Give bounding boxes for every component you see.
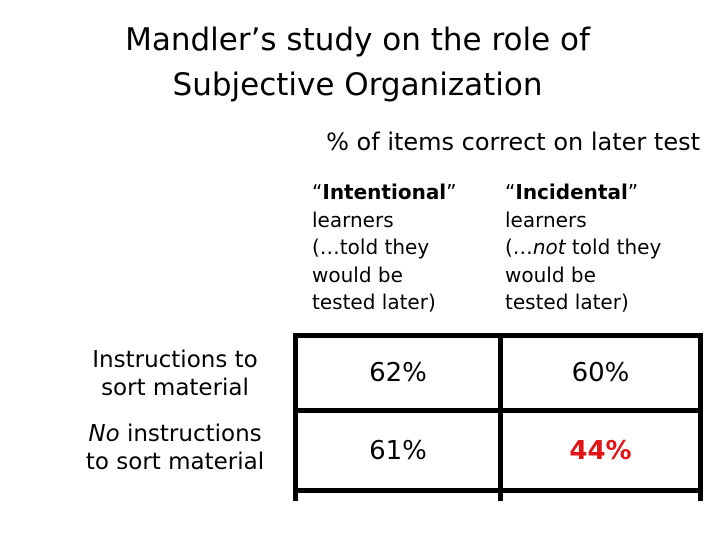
column-header-term: Incidental <box>515 180 628 204</box>
table-border-right <box>698 333 703 501</box>
table-cell-intentional-instructions: 62% <box>369 358 427 388</box>
column-header-term: Intentional <box>322 180 447 204</box>
column-header-intentional: “Intentional” learners (…told they would… <box>312 179 507 317</box>
row-header-instructions: Instructions to sort material <box>50 346 300 402</box>
column-header-incidental: “Incidental” learners (…not told they wo… <box>505 179 720 317</box>
emphasized-word: not <box>532 235 566 259</box>
emphasized-word: No <box>88 421 120 447</box>
row-header-label: instructions to sort material <box>85 421 265 475</box>
table-column-divider <box>498 333 503 501</box>
row-header-label: Instructions to sort material <box>92 347 258 401</box>
slide-title: Mandler’s study on the role of Subjectiv… <box>125 22 590 103</box>
table-cell-intentional-no-instructions: 61% <box>369 435 427 466</box>
table-cell-incidental-instructions: 60% <box>571 358 630 388</box>
column-header-description: learners (… <box>505 207 587 260</box>
column-header-description: told they would be tested later) <box>505 235 662 314</box>
close-quote: ” <box>627 180 639 204</box>
open-quote: “ <box>312 180 323 204</box>
open-quote: “ <box>505 180 516 204</box>
row-header-no-instructions: No instructions to sort material <box>50 420 300 476</box>
slide-subtitle: % of items correct on later test <box>326 128 700 156</box>
column-header-description: learners (…told they would be tested lat… <box>312 207 436 314</box>
close-quote: ” <box>446 180 457 204</box>
table-cell-incidental-no-instructions-highlighted: 44% <box>569 435 632 466</box>
table-border-left <box>293 333 298 501</box>
